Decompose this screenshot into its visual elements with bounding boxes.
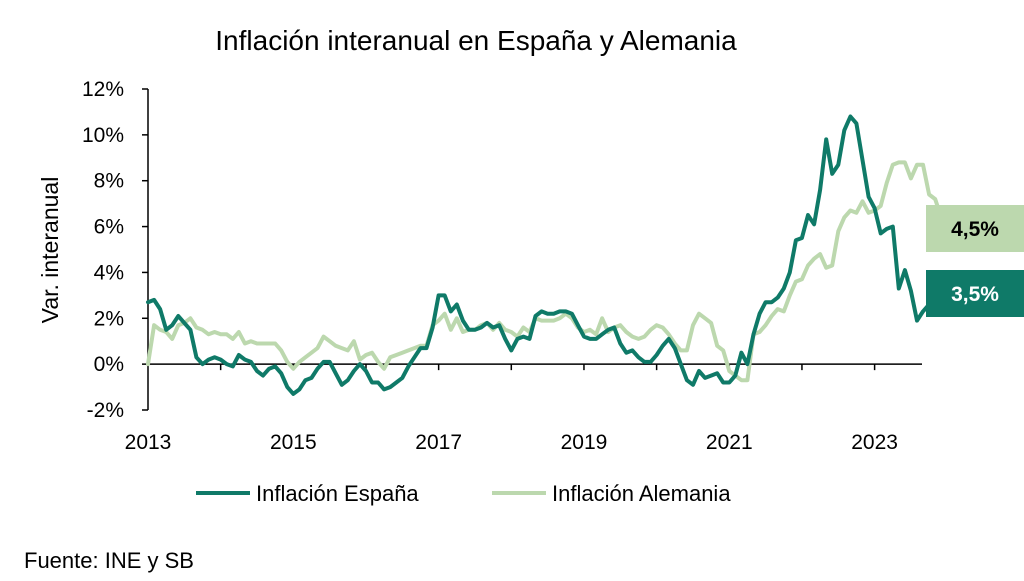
legend-label-spain: Inflación España <box>256 481 419 506</box>
y-tick-label: -2% <box>87 399 124 422</box>
badge-spain: 3,5% <box>926 270 1024 317</box>
legend: Inflación España Inflación Alemania <box>196 481 731 506</box>
x-tick-label: 2015 <box>270 431 317 454</box>
y-axis-title: Var. interanual <box>37 177 63 324</box>
y-tick-label: 10% <box>82 124 124 147</box>
chart-title: Inflación interanual en España y Alemani… <box>215 25 737 56</box>
y-tick-label: 4% <box>94 261 124 284</box>
y-tick-label: 2% <box>94 307 124 330</box>
series-lines <box>146 114 956 396</box>
x-axis: 2013 2015 2017 2019 2021 2023 <box>125 364 898 454</box>
badge-germany-background <box>926 205 1024 252</box>
x-tick-label: 2023 <box>851 431 898 454</box>
series-line-spain <box>146 114 938 396</box>
badge-germany-label: 4,5% <box>951 218 999 241</box>
y-tick-label: 12% <box>82 78 124 101</box>
y-axis: -2% 0% 2% 4% 6% 8% 10% 12% <box>82 78 148 422</box>
badge-germany: 4,5% <box>926 205 1024 252</box>
x-tick-label: 2021 <box>706 431 753 454</box>
y-tick-label: 0% <box>94 353 124 376</box>
x-tick-label: 2019 <box>561 431 608 454</box>
badge-spain-label: 3,5% <box>951 283 999 306</box>
x-tick-label: 2017 <box>415 431 462 454</box>
axis-lines <box>147 89 922 410</box>
source-note: Fuente: INE y SB <box>24 548 194 573</box>
series-line-germany <box>146 160 956 383</box>
legend-label-germany: Inflación Alemania <box>552 481 731 506</box>
badge-spain-background <box>926 270 1024 317</box>
x-tick-label: 2013 <box>125 431 172 454</box>
y-tick-label: 6% <box>94 216 124 239</box>
y-tick-label: 8% <box>94 170 124 193</box>
